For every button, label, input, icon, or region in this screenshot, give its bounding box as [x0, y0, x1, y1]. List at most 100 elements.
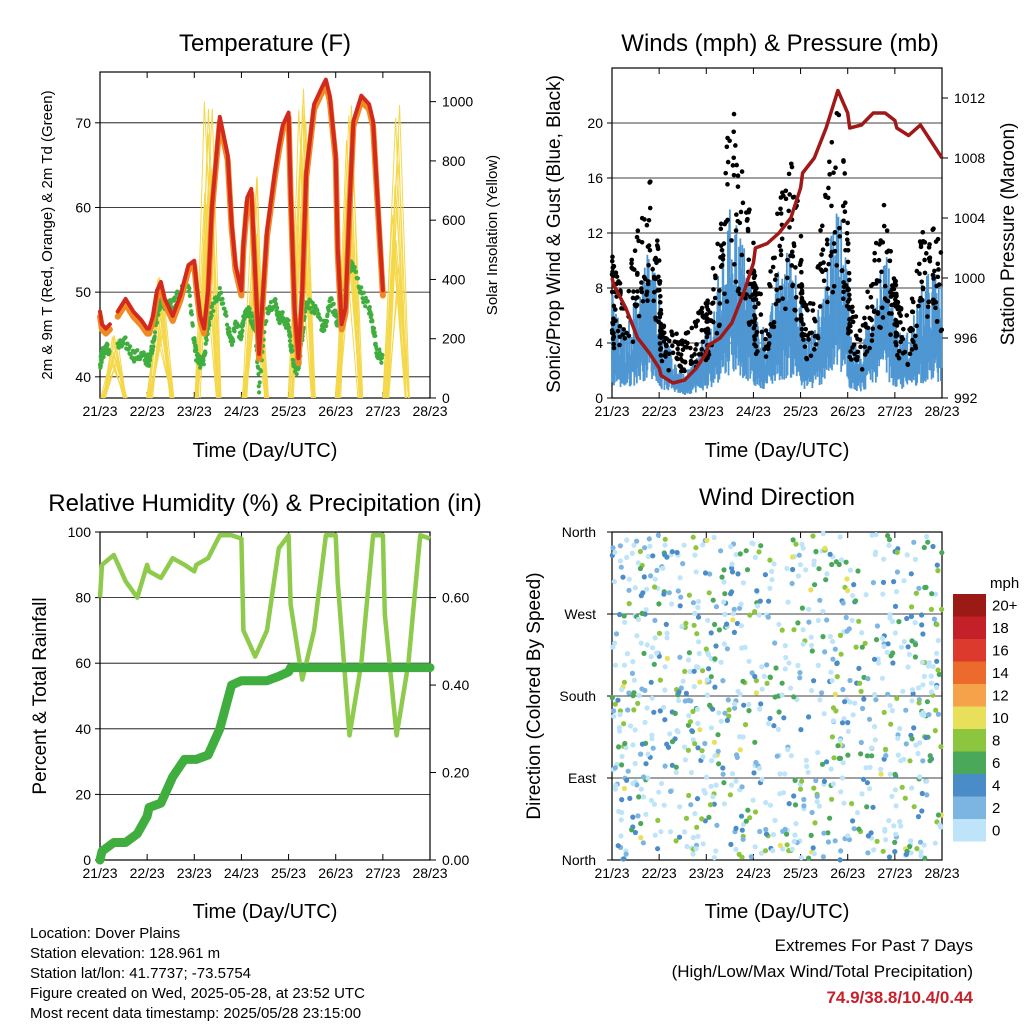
wind-direction-point — [732, 701, 738, 707]
wind-gust-point — [617, 334, 623, 340]
wind-direction-point — [742, 722, 749, 728]
wind-direction-point — [777, 842, 783, 849]
wind-gust-point — [813, 342, 819, 347]
wind-gust-point — [763, 328, 769, 333]
wind-direction-point — [656, 601, 662, 607]
wind-gust-point — [842, 171, 848, 176]
wind-gust-point — [927, 258, 933, 264]
wind-gust-point — [884, 298, 889, 303]
wind-gust-point — [611, 345, 617, 351]
wind-xtick-label: 22/23 — [642, 403, 677, 419]
wind-direction-point — [779, 692, 785, 698]
wind-direction-point — [862, 640, 868, 646]
wind-gust-point — [855, 349, 861, 355]
wind-gust-point — [670, 332, 675, 338]
wind-gust-point — [787, 192, 792, 197]
wind-direction-point — [648, 573, 654, 579]
wind-direction-point — [858, 688, 864, 695]
wind-gust-point — [715, 241, 720, 247]
wind-direction-point — [827, 633, 833, 640]
wind-gust-point — [657, 300, 663, 305]
wind-direction-point — [682, 668, 688, 675]
wind-direction-point — [892, 630, 899, 636]
wind-direction-point — [864, 753, 871, 759]
wind-direction-point — [720, 678, 726, 684]
wind-direction-point — [889, 793, 895, 800]
dewpoint-point — [286, 325, 292, 330]
wind-gust-point — [621, 327, 626, 332]
wind-direction-point — [692, 811, 698, 817]
wind-gust-point — [636, 313, 642, 319]
wind-gust-point — [661, 324, 666, 330]
wind-direction-point — [777, 791, 783, 797]
wind-direction-point — [784, 565, 790, 572]
wind-direction-point — [786, 801, 792, 807]
wind-gust-point — [759, 329, 765, 335]
wind-direction-point — [855, 568, 861, 574]
dewpoint-point — [324, 319, 329, 324]
wind-gust-point — [895, 306, 901, 312]
wind-gust-point — [679, 368, 684, 374]
wind-direction-point — [784, 842, 790, 848]
wind-gust-point — [825, 299, 830, 305]
wind-direction-point — [731, 606, 737, 613]
wind-direction-point — [676, 689, 682, 695]
wind-direction-point — [724, 646, 731, 652]
wind-direction-point — [634, 538, 640, 544]
dewpoint-point — [121, 341, 126, 346]
wind-gust-point — [646, 243, 652, 248]
wind-gust-point — [848, 316, 853, 322]
wind-gust-point — [670, 343, 675, 349]
wind-direction-point — [813, 777, 819, 784]
wind-gust-point — [810, 301, 816, 307]
wind-direction-point — [682, 757, 689, 763]
wind-gust-point — [783, 188, 789, 194]
wind-direction-point — [785, 747, 791, 753]
wind-direction-point — [704, 774, 710, 780]
solar-insolation-trace — [384, 201, 407, 399]
wind-direction-point — [873, 532, 879, 538]
rh-xtick-label: 27/23 — [365, 865, 400, 881]
wind-direction-point — [921, 673, 928, 680]
wind-direction-point — [806, 855, 812, 861]
wind-gust-point — [635, 270, 640, 276]
wind-direction-point — [722, 591, 728, 597]
temperature-xlabel: Time (Day/UTC) — [192, 440, 338, 462]
wind-gust-point — [842, 200, 848, 206]
dewpoint-point — [229, 342, 235, 348]
legend-label: 0 — [992, 822, 1000, 839]
wind-direction-point — [915, 814, 922, 820]
wind-direction-point — [909, 687, 916, 693]
wind-direction-point — [639, 610, 645, 617]
wind-direction-point — [655, 532, 662, 538]
wind-gust-point — [896, 348, 902, 354]
legend-label: 10 — [992, 710, 1009, 727]
wind-direction-point — [858, 739, 864, 746]
wind-direction-point — [720, 765, 726, 771]
rh-ytick-label: 80 — [75, 590, 91, 606]
wind-direction-point — [682, 744, 688, 750]
wind-direction-point — [715, 732, 721, 738]
wind-gust-point — [868, 295, 874, 300]
dewpoint-point — [189, 312, 194, 317]
dewpoint-point — [201, 358, 206, 363]
wind-gust-point — [639, 286, 644, 291]
wind-gust-point — [713, 273, 718, 278]
wind-gust-point — [655, 238, 660, 243]
wind-direction-point — [782, 643, 788, 649]
precipitation-line — [95, 663, 435, 865]
wind-ylabel-left: Sonic/Prop Wind & Gust (Blue, Black) — [544, 75, 565, 393]
wind-gust-point — [805, 333, 810, 338]
wind-gust-point — [675, 346, 680, 352]
wind-gust-point — [704, 334, 710, 340]
wind-direction-point — [820, 608, 826, 615]
wind-direction-point — [623, 744, 629, 751]
wind-direction-point — [693, 569, 699, 575]
wind-gust-point — [785, 275, 790, 281]
dewpoint-point — [369, 312, 374, 317]
wind-gust-point — [778, 252, 784, 258]
wind-gust-point — [841, 158, 846, 163]
wind-direction-point — [921, 842, 927, 848]
dewpoint-point — [173, 295, 178, 300]
wind-direction-point — [776, 621, 782, 627]
